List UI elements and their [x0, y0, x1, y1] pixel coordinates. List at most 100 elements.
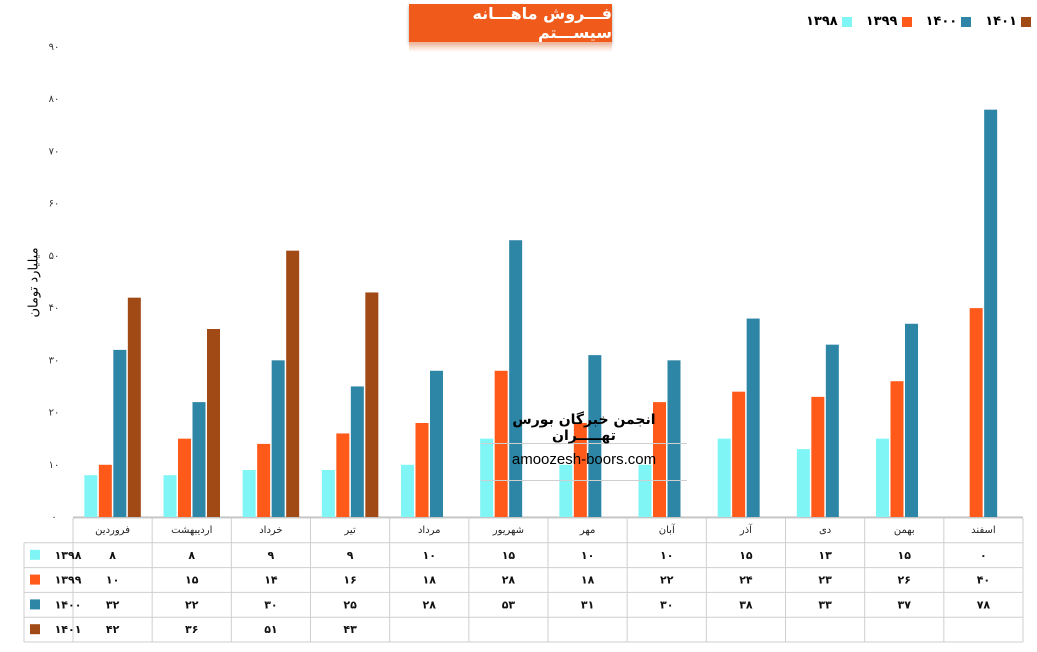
- category-label: شهریور: [492, 525, 524, 536]
- bar-۱۳۹۹-10: [890, 381, 904, 517]
- table-legend-swatch: [30, 599, 40, 610]
- legend-label: ۱۴۰۰: [925, 14, 958, 29]
- bar-۱۴۰۰-0: [113, 349, 127, 517]
- bar-۱۳۹۸-5: [480, 438, 494, 517]
- data-label: ۱۵: [898, 549, 912, 562]
- bar-۱۴۰۱-2: [286, 250, 300, 517]
- watermark-divider: [481, 480, 687, 481]
- bar-۱۳۹۸-1: [163, 475, 177, 517]
- data-label: ۱۶: [343, 574, 356, 587]
- category-label: فروردین: [95, 525, 130, 536]
- data-label: ۱۵: [502, 549, 516, 562]
- bar-۱۴۰۰-2: [271, 360, 285, 517]
- bar-۱۳۹۸-9: [796, 449, 810, 517]
- bar-۱۴۰۰-10: [905, 323, 918, 517]
- bar-۱۳۹۸-3: [321, 470, 335, 517]
- bar-۱۳۹۹-2: [257, 443, 271, 517]
- category-label: آبان: [659, 523, 676, 536]
- data-label: ۳۳: [818, 598, 832, 611]
- watermark-url: amoozesh-boors.com: [511, 451, 657, 468]
- chart-title: فـــروش ماهـــانه سیســـتم: [409, 4, 612, 42]
- data-label: ۴۳: [343, 623, 357, 636]
- watermark-divider: [481, 443, 687, 444]
- bar-۱۳۹۹-6: [573, 423, 587, 517]
- data-label: ۲۶: [898, 574, 911, 587]
- data-label: ۸: [188, 549, 195, 562]
- data-label: ۳۶: [185, 623, 198, 636]
- bar-۱۴۰۰-9: [825, 344, 839, 517]
- bar-۱۳۹۹-1: [178, 438, 191, 517]
- data-label: ۱۰: [423, 549, 436, 562]
- bar-۱۳۹۸-2: [242, 470, 256, 517]
- legend-label: ۱۳۹۸: [806, 14, 838, 29]
- data-label: ۱۸: [423, 574, 437, 587]
- bar-۱۳۹۹-0: [98, 464, 112, 517]
- category-label: تیر: [343, 525, 356, 536]
- bar-۱۴۰۰-1: [192, 402, 206, 517]
- bar-۱۴۰۰-5: [509, 240, 523, 517]
- legend-item-1400: ۱۴۰۰: [926, 14, 972, 29]
- category-label: اسفند: [971, 525, 995, 536]
- chart-legend: ۱۴۰۱ ۱۴۰۰ ۱۳۹۹ ۱۳۹۸: [806, 14, 1031, 29]
- y-tick-label: ۴۰: [49, 303, 60, 314]
- data-label: ۳۸: [739, 598, 753, 611]
- data-label: ۱۰: [581, 549, 594, 562]
- data-label: ۳۰: [660, 598, 673, 611]
- data-label: ۵۱: [264, 623, 277, 636]
- bar-۱۴۰۱-3: [365, 292, 379, 517]
- watermark-title: انجمن خبرگان بورس تهـــــران: [512, 412, 656, 444]
- title-reflection: [409, 42, 612, 52]
- category-label: دی: [819, 525, 831, 536]
- y-tick-label: ۲۰: [49, 408, 60, 419]
- data-label: ۸: [109, 549, 116, 562]
- bar-۱۳۹۹-7: [653, 402, 666, 517]
- bar-۱۳۹۸-8: [717, 438, 731, 517]
- data-label: ۳۰: [264, 598, 277, 611]
- bar-۱۴۰۱-1: [207, 329, 220, 517]
- table-legend-swatch: [30, 574, 40, 585]
- bar-۱۳۹۹-8: [732, 391, 746, 517]
- table-legend-swatch: [30, 549, 40, 560]
- y-tick-label: ۹۰: [49, 42, 60, 53]
- bar-۱۳۹۹-11: [969, 308, 983, 517]
- bar-۱۳۹۸-4: [401, 464, 414, 517]
- data-label: ۳۷: [898, 598, 912, 611]
- y-tick-label: ۱۰: [49, 460, 60, 471]
- y-tick-label: ۳۰: [49, 355, 60, 366]
- data-label: ۲۳: [818, 574, 832, 587]
- y-tick-label: ۰: [51, 512, 56, 523]
- data-label: ۲۴: [739, 574, 753, 587]
- bar-۱۳۹۸-6: [559, 464, 573, 517]
- data-label: ۲۸: [423, 598, 437, 611]
- bar-۱۴۰۰-4: [430, 370, 443, 517]
- legend-item-1401: ۱۴۰۱: [985, 14, 1031, 29]
- data-label: ۱۵: [185, 574, 199, 587]
- data-label: ۴۲: [106, 623, 120, 636]
- table-series-label: ۱۳۹۹: [55, 574, 82, 587]
- table-legend-swatch: [30, 624, 40, 635]
- y-tick-label: ۷۰: [49, 146, 60, 157]
- bar-۱۳۹۹-4: [415, 423, 429, 517]
- data-label: ۵۳: [502, 598, 516, 611]
- legend-label: ۱۴۰۱: [985, 14, 1017, 29]
- data-label: ۲۲: [660, 574, 674, 587]
- y-tick-label: ۶۰: [49, 199, 60, 210]
- bar-۱۳۹۹-9: [811, 396, 825, 517]
- bar-۱۴۰۰-8: [746, 318, 760, 517]
- data-label: ۲۲: [185, 598, 199, 611]
- bar-۱۳۹۹-3: [336, 433, 350, 517]
- category-label: مرداد: [418, 525, 441, 536]
- y-tick-label: ۸۰: [49, 94, 60, 105]
- data-label: ۱۰: [106, 574, 119, 587]
- y-tick-label: ۵۰: [49, 251, 60, 262]
- bar-۱۳۹۸-7: [638, 464, 652, 517]
- bar-۱۴۰۱-0: [127, 297, 141, 517]
- table-series-label: ۱۴۰۰: [55, 598, 82, 611]
- table-series-label: ۱۳۹۸: [55, 549, 82, 562]
- legend-label: ۱۳۹۹: [865, 14, 898, 29]
- category-label: مهر: [579, 525, 595, 536]
- data-label: ۳۲: [106, 598, 120, 611]
- data-label: ۱۵: [739, 549, 753, 562]
- data-label: ۹: [268, 549, 275, 562]
